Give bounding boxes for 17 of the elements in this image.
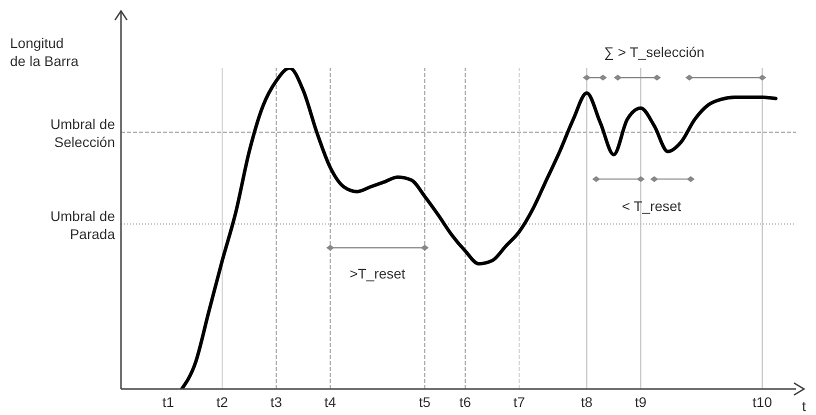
y-axis-title: Longitud de la Barra [10, 35, 79, 69]
x-tick-label: t2 [216, 394, 228, 410]
x-tick-label: t7 [513, 394, 526, 410]
x-tick-label: t9 [634, 394, 647, 410]
x-tick-label: t4 [324, 394, 336, 410]
ref-line-label: Umbral de Selección [50, 116, 116, 150]
annotation: >T_reset [350, 265, 406, 282]
x-tick-label: t3 [270, 394, 282, 410]
text: ∑ > T_selección [604, 44, 704, 60]
x-tick-label: t8 [580, 394, 593, 410]
annotation: < T_reset [622, 198, 682, 214]
x-tick-label: t5 [418, 394, 431, 410]
x-tick-label: t1 [162, 394, 174, 410]
x-tick-label: t10 [752, 394, 772, 410]
x-axis-title: t [802, 398, 806, 414]
ref-line-label: Umbral de Parada [50, 208, 116, 242]
x-tick-label: t6 [459, 394, 472, 410]
